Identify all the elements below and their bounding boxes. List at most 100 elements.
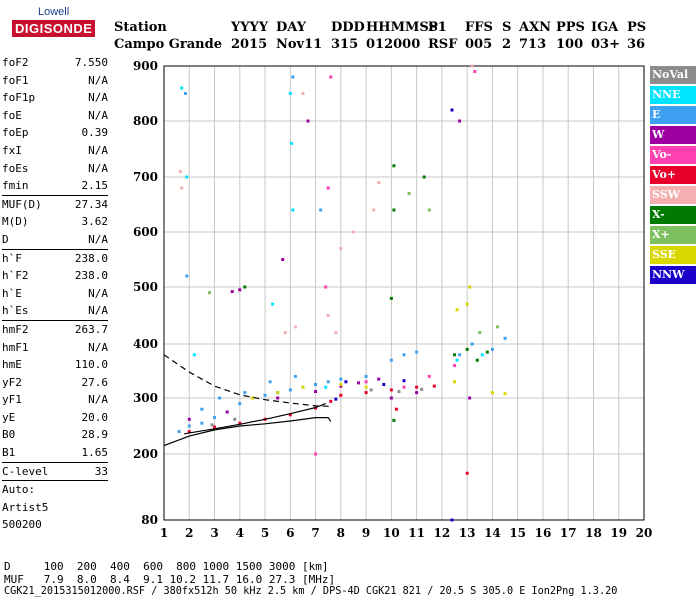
- parameter-panel: foF2 7.550 foF1 N/A foF1p N/A foE N/A foEp 0.39 fx…: [2, 54, 108, 534]
- y-tick-label: 900: [133, 59, 158, 73]
- param-ye: yE 20.0: [2, 409, 108, 427]
- auto-line-0: Auto:: [2, 483, 36, 497]
- header-row1-col-7: S: [502, 20, 512, 35]
- y-tick-label: 700: [133, 170, 158, 184]
- header-row1-col-2: DAY: [276, 20, 306, 35]
- header-row2-col-9: 100: [556, 37, 584, 52]
- header-row2-col-4: 012000: [366, 37, 421, 52]
- param-label: yF1: [2, 393, 22, 407]
- point-nnw: [382, 383, 386, 386]
- param-hmf1: hmF1 N/A: [2, 339, 108, 357]
- param-value: N/A: [88, 393, 108, 407]
- point-noval: [233, 417, 237, 421]
- point-e: [200, 407, 204, 411]
- point-x-: [407, 192, 411, 195]
- param-fxi: fxI N/A: [2, 142, 108, 160]
- param-b1: B1 1.65: [2, 444, 108, 462]
- header-row2-col-10: 03+: [591, 37, 620, 52]
- param-fof2: foF2 7.550: [2, 54, 108, 72]
- param-label: B0: [2, 428, 16, 442]
- point-w: [187, 417, 191, 421]
- point-e: [314, 383, 318, 386]
- point-vo-: [432, 384, 436, 388]
- param-value: 263.7: [74, 322, 108, 336]
- point-x-: [389, 296, 393, 300]
- param-label: foF1p: [2, 91, 36, 105]
- footer-muf-row: MUF 7.9 8.0 8.4 9.1 10.2 11.7 16.0 27.3 …: [4, 573, 336, 586]
- point-vo-: [364, 391, 368, 395]
- x-tick-label: 6: [286, 526, 294, 540]
- point-vo-: [473, 70, 477, 73]
- param-fof1p: foF1p N/A: [2, 89, 108, 107]
- param-label: h`Es: [2, 304, 29, 318]
- param-value: 238.0: [74, 269, 108, 283]
- point-x-: [465, 347, 469, 351]
- header-row1-col-9: PPS: [556, 20, 585, 35]
- param-foep: foEp 0.39: [2, 124, 108, 142]
- param-foes: foEs N/A: [2, 160, 108, 178]
- point-e: [402, 353, 406, 357]
- param-h-es: h`Es N/A: [2, 302, 108, 320]
- point-e: [490, 347, 494, 351]
- point-e: [238, 402, 242, 406]
- param-label: foEs: [2, 161, 29, 175]
- param-value: 7.550: [74, 56, 108, 69]
- param-label: yE: [2, 410, 16, 424]
- point-w: [230, 290, 234, 294]
- param-value: 1.65: [81, 446, 109, 460]
- param-value: N/A: [88, 91, 108, 105]
- point-nne: [290, 141, 294, 145]
- param-value: 33: [94, 464, 108, 478]
- point-w: [468, 396, 472, 400]
- profile-curve-2: [184, 403, 326, 435]
- header-row2-col-0: Campo Grande: [114, 37, 222, 52]
- point-vo-: [324, 285, 328, 289]
- point-e: [415, 350, 419, 354]
- x-tick-label: 7: [311, 526, 319, 540]
- param-label: hmE: [2, 358, 22, 372]
- profile-curve-1: [163, 417, 332, 447]
- point-e: [243, 391, 247, 395]
- x-tick-label: 9: [362, 526, 370, 540]
- header-row2-col-3: 315: [331, 37, 359, 52]
- legend-nnw: NNW: [650, 266, 696, 284]
- auto-line-2: 500200: [2, 518, 42, 532]
- param-label: hmF2: [2, 322, 29, 336]
- x-tick-label: 12: [434, 526, 451, 540]
- y-tick-label: 400: [133, 337, 158, 351]
- point-e: [288, 388, 292, 392]
- point-ssw: [180, 186, 184, 190]
- point-e: [293, 374, 297, 378]
- point-x-: [243, 285, 247, 289]
- point-ssw: [293, 325, 297, 329]
- point-sse: [468, 285, 472, 289]
- point-nne: [288, 92, 292, 95]
- y-tick-label: 300: [133, 391, 158, 405]
- point-sse: [453, 380, 457, 384]
- point-vo-: [402, 385, 406, 389]
- param-label: fxI: [2, 143, 22, 157]
- point-w: [281, 258, 285, 261]
- param-value: 0.39: [81, 126, 109, 140]
- header-row2-col-7: 2: [502, 37, 512, 52]
- autoscaling-info: Auto: Artist5 500200: [2, 480, 108, 534]
- param-h-f2: h`F2 238.0: [2, 267, 108, 285]
- point-ssw: [178, 169, 182, 173]
- point-nnw: [450, 518, 454, 522]
- point-e: [200, 421, 204, 425]
- point-x-: [485, 350, 489, 354]
- legend-e: E: [650, 106, 696, 124]
- point-noval: [420, 387, 424, 391]
- param-value: 27.34: [74, 197, 108, 211]
- auto-line-1: Artist5: [2, 500, 49, 514]
- point-nne: [291, 208, 295, 212]
- point-vo-: [288, 413, 292, 417]
- param-value: N/A: [88, 232, 108, 246]
- point-nne: [180, 86, 184, 90]
- y-tick-label: 600: [133, 225, 158, 239]
- point-nne: [271, 302, 275, 306]
- point-w: [314, 390, 318, 394]
- point-e: [177, 430, 181, 434]
- param-label: B1: [2, 446, 16, 460]
